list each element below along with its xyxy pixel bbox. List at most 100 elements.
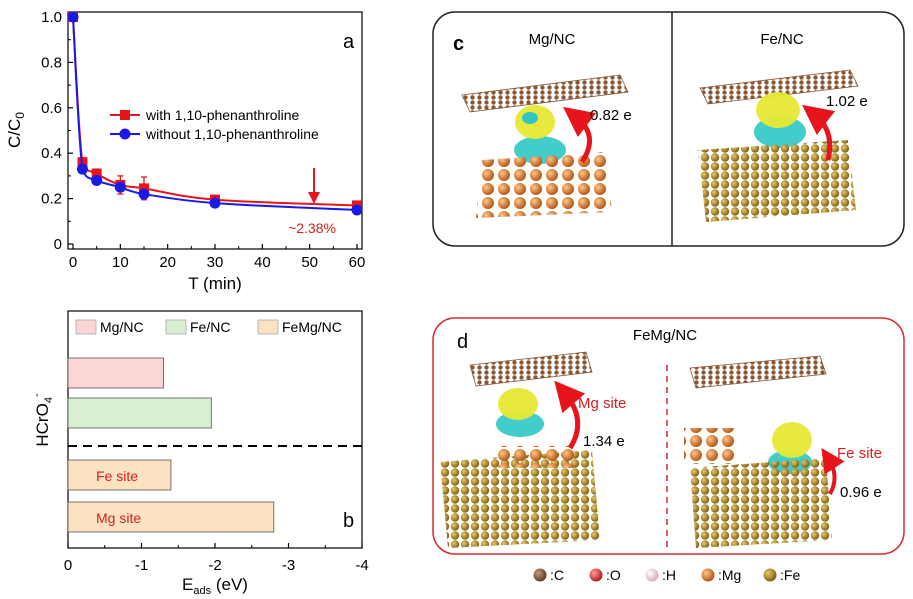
x-tick-label: 0 bbox=[69, 254, 77, 271]
legend-entry: FeMg/NC bbox=[282, 319, 342, 335]
charge-transfer-arrow bbox=[802, 104, 836, 161]
panel-d-right-charge: 0.96 e bbox=[840, 484, 882, 501]
data-point bbox=[139, 183, 149, 194]
charge-transfer-arrow bbox=[563, 106, 597, 164]
panel-a-ylabel: C/C0 bbox=[5, 112, 27, 148]
bar-fe-nc bbox=[67, 397, 212, 429]
atom-swatch bbox=[645, 568, 659, 582]
graphene-sheet bbox=[699, 69, 859, 105]
atom-swatch bbox=[763, 568, 777, 582]
bar-label: Fe site bbox=[96, 468, 138, 484]
panel-d-structures: d FeMg/NC Mg site 1.34 e Fe site 0.96 e bbox=[432, 317, 905, 555]
panel-d-right-site: Fe site bbox=[837, 445, 882, 462]
annotation-text: ~2.38% bbox=[288, 220, 336, 236]
x-tick-label: 0 bbox=[64, 557, 72, 574]
bar-femg-nc bbox=[67, 459, 172, 491]
atom-label: :H bbox=[662, 567, 676, 583]
fe-nc-structure: 1.02 e bbox=[698, 69, 868, 222]
bar-label: Mg site bbox=[96, 510, 141, 526]
atom-legend: :C :O :H :Mg :Fe bbox=[533, 567, 800, 583]
mg-nc-structure: 0.82 e bbox=[461, 74, 632, 218]
panel-d-label: d bbox=[457, 331, 468, 353]
panel-d-left-site: Mg site bbox=[578, 395, 626, 412]
graphene-sheet bbox=[689, 355, 827, 389]
legend-swatch bbox=[257, 319, 279, 335]
mg-cluster bbox=[476, 152, 612, 218]
data-point bbox=[67, 11, 79, 23]
panel-c-left-title: Mg/NC bbox=[529, 31, 576, 48]
atom-swatch bbox=[533, 568, 547, 582]
legend-entry: without 1,10-phenanthroline bbox=[145, 126, 319, 142]
panel-a-label: a bbox=[343, 31, 355, 53]
legend-entry: Mg/NC bbox=[100, 319, 144, 335]
data-point bbox=[209, 197, 221, 209]
panel-b-ylabel: HCrO4- bbox=[31, 393, 55, 447]
mg-nc-charge: 0.82 e bbox=[590, 107, 632, 124]
panel-d-title: FeMg/NC bbox=[633, 327, 697, 344]
x-tick-label: 20 bbox=[159, 254, 176, 271]
x-tick-label: -4 bbox=[355, 557, 368, 574]
panel-c-structures: c Mg/NC Fe/NC 0.82 e 1.02 e bbox=[432, 11, 905, 247]
data-point bbox=[351, 204, 363, 216]
legend-marker bbox=[119, 128, 131, 140]
atom-swatch bbox=[701, 568, 715, 582]
mg-cluster bbox=[684, 428, 738, 464]
series-without-phenanthroline bbox=[67, 11, 363, 216]
data-point bbox=[91, 168, 102, 179]
x-tick-label: 50 bbox=[301, 254, 318, 271]
panel-b-xlabel: Eads (eV) bbox=[182, 575, 248, 597]
panel-c-right-title: Fe/NC bbox=[760, 31, 804, 48]
charge-density-core bbox=[522, 112, 538, 124]
x-tick-label: 40 bbox=[254, 254, 271, 271]
charge-density-accumulation bbox=[498, 388, 538, 420]
panel-b-chart: Mg/NC Fe/NC FeMg/NC Fe site Mg site 0 -1 -2 -3… bbox=[31, 310, 369, 597]
atom-label: :C bbox=[550, 567, 564, 583]
panel-d-left-charge: 1.34 e bbox=[583, 433, 625, 450]
panel-b-label: b bbox=[343, 510, 354, 532]
x-tick-label: -1 bbox=[135, 557, 148, 574]
fe-cluster bbox=[698, 140, 856, 222]
panel-d-frame bbox=[432, 317, 905, 555]
atom-swatch bbox=[589, 568, 603, 582]
charge-transfer-arrow bbox=[821, 448, 845, 495]
fe-nc-charge: 1.02 e bbox=[826, 93, 868, 110]
x-tick-label: -3 bbox=[282, 557, 295, 574]
fe-cluster bbox=[440, 450, 600, 548]
graphene-sheet bbox=[461, 74, 629, 113]
panel-a-xlabel: T (min) bbox=[188, 274, 242, 293]
atom-label: :Mg bbox=[718, 567, 741, 583]
panel-b-legend: Mg/NC Fe/NC FeMg/NC bbox=[75, 319, 342, 335]
charge-density-accumulation bbox=[756, 92, 800, 128]
y-tick-label: 0.8 bbox=[41, 54, 62, 71]
panel-a-chart: 0 0.2 0.4 0.6 0.8 1.0 0 10 20 30 40 50 60 a C/C0 T … bbox=[5, 9, 365, 293]
bar-femg-nc bbox=[67, 501, 275, 533]
charge-transfer-arrow bbox=[554, 380, 586, 450]
atom-label: :O bbox=[606, 567, 621, 583]
legend-entry: with 1,10-phenanthroline bbox=[145, 107, 300, 123]
data-point bbox=[91, 174, 103, 186]
femg-right-structure: Fe site 0.96 e bbox=[684, 355, 882, 548]
y-tick-label: 1.0 bbox=[41, 9, 62, 26]
femg-left-structure: Mg site 1.34 e bbox=[440, 351, 626, 548]
y-tick-label: 0.4 bbox=[41, 145, 62, 162]
y-tick-label: 0.2 bbox=[41, 191, 62, 208]
x-tick-label: 30 bbox=[207, 254, 224, 271]
panel-c-frame bbox=[432, 11, 905, 247]
fe-cluster bbox=[690, 458, 832, 548]
charge-density-accumulation bbox=[772, 422, 812, 458]
y-tick-label: 0.6 bbox=[41, 100, 62, 117]
x-tick-label: 10 bbox=[112, 254, 129, 271]
legend-marker bbox=[120, 110, 130, 120]
panel-c-label: c bbox=[453, 33, 464, 55]
data-point bbox=[138, 188, 150, 200]
graphene-sheet bbox=[469, 351, 593, 387]
x-tick-label: 60 bbox=[349, 254, 366, 271]
mg-cluster bbox=[496, 446, 576, 468]
bar-mg-nc bbox=[67, 357, 164, 389]
legend-swatch bbox=[165, 319, 187, 335]
data-point bbox=[114, 181, 126, 193]
panel-a-legend: with 1,10-phenanthroline without 1,10-phe… bbox=[110, 107, 319, 142]
atom-label: :Fe bbox=[780, 567, 800, 583]
y-tick-label: 0 bbox=[54, 236, 62, 253]
